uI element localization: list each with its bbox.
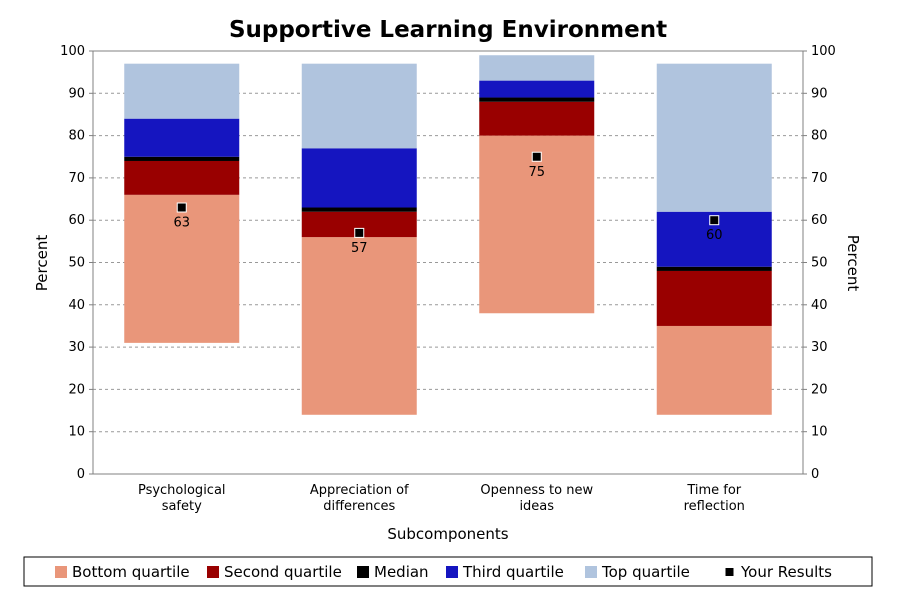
- legend-label: Median: [374, 563, 429, 581]
- y-tick-label-left: 100: [60, 44, 85, 59]
- bar-segment: [656, 266, 772, 271]
- ticks-layer: 0 0 10 10 20 20 30 30 40 40 50 50 60 60 70 70 80 80 90 90 10…: [60, 44, 836, 482]
- y-tick-label-right: 100: [811, 44, 836, 59]
- category-label: ideas: [519, 499, 554, 514]
- legend-swatch: [55, 566, 67, 578]
- y-tick-label-right: 50: [811, 256, 828, 271]
- y-tick-label-right: 70: [811, 171, 828, 186]
- your-result-marker: [354, 227, 365, 238]
- bar-segment: [124, 63, 240, 119]
- x-axis-label: Subcomponents: [387, 525, 508, 543]
- bar-segment: [479, 80, 595, 98]
- bar-segment: [301, 207, 417, 212]
- your-result-label: 60: [706, 228, 723, 243]
- your-result-marker: [176, 202, 187, 213]
- y-tick-label-right: 90: [811, 86, 828, 101]
- bar-segment: [479, 101, 595, 136]
- category-label: Psychological: [138, 483, 226, 498]
- y-tick-label-right: 10: [811, 425, 828, 440]
- your-result-marker: [531, 151, 542, 162]
- y-tick-label-left: 20: [68, 382, 85, 397]
- y-tick-label-left: 60: [68, 213, 85, 228]
- y-tick-label-left: 50: [68, 256, 85, 271]
- y-axis-label-left: Percent: [33, 235, 51, 292]
- your-result-label: 57: [351, 241, 368, 256]
- bar-segment: [656, 270, 772, 326]
- bar-segment: [301, 237, 417, 415]
- y-tick-label-right: 60: [811, 213, 828, 228]
- y-tick-label-left: 40: [68, 298, 85, 313]
- legend-swatch: [446, 566, 458, 578]
- y-tick-label-left: 30: [68, 340, 85, 355]
- legend-swatch: [357, 566, 369, 578]
- bar-segment: [479, 55, 595, 81]
- chart-title: Supportive Learning Environment: [229, 17, 667, 43]
- bar-segment: [479, 97, 595, 102]
- y-tick-label-left: 0: [77, 467, 85, 482]
- category-label: Time for: [686, 483, 741, 498]
- bar-segment: [301, 148, 417, 208]
- bar-segment: [124, 194, 240, 343]
- legend-label: Third quartile: [462, 563, 564, 581]
- category-label: differences: [323, 499, 395, 514]
- y-axis-label-right: Percent: [844, 235, 862, 292]
- your-result-label: 75: [528, 165, 545, 180]
- y-tick-label-right: 80: [811, 129, 828, 144]
- bar-segment: [479, 135, 595, 314]
- bar-segment: [656, 325, 772, 415]
- y-tick-label-right: 20: [811, 382, 828, 397]
- your-result-marker: [709, 215, 720, 226]
- category-label: Openness to new: [480, 483, 593, 498]
- bar-segment: [301, 63, 417, 149]
- y-tick-label-right: 30: [811, 340, 828, 355]
- bar-segment: [124, 160, 240, 195]
- category-label: safety: [162, 499, 202, 514]
- y-tick-label-right: 40: [811, 298, 828, 313]
- legend-label: Bottom quartile: [72, 563, 190, 581]
- y-tick-label-left: 90: [68, 86, 85, 101]
- category-label: Appreciation of: [310, 483, 409, 498]
- legend-swatch: [585, 566, 597, 578]
- y-tick-label-left: 70: [68, 171, 85, 186]
- category-label: reflection: [684, 499, 745, 514]
- bars-layer: 63 57 75 60: [124, 55, 772, 415]
- legend-label: Top quartile: [601, 563, 690, 581]
- bar-segment: [124, 118, 240, 157]
- bar-segment: [656, 63, 772, 212]
- legend-swatch: [724, 567, 735, 577]
- bar-segment: [124, 156, 240, 161]
- legend-label: Your Results: [740, 563, 832, 581]
- legend-swatch: [207, 566, 219, 578]
- y-tick-label-right: 0: [811, 467, 819, 482]
- your-result-label: 63: [173, 216, 190, 231]
- y-tick-label-left: 10: [68, 425, 85, 440]
- y-tick-label-left: 80: [68, 129, 85, 144]
- legend-label: Second quartile: [224, 563, 342, 581]
- legend: Bottom quartile Second quartile Median Thir…: [55, 563, 832, 581]
